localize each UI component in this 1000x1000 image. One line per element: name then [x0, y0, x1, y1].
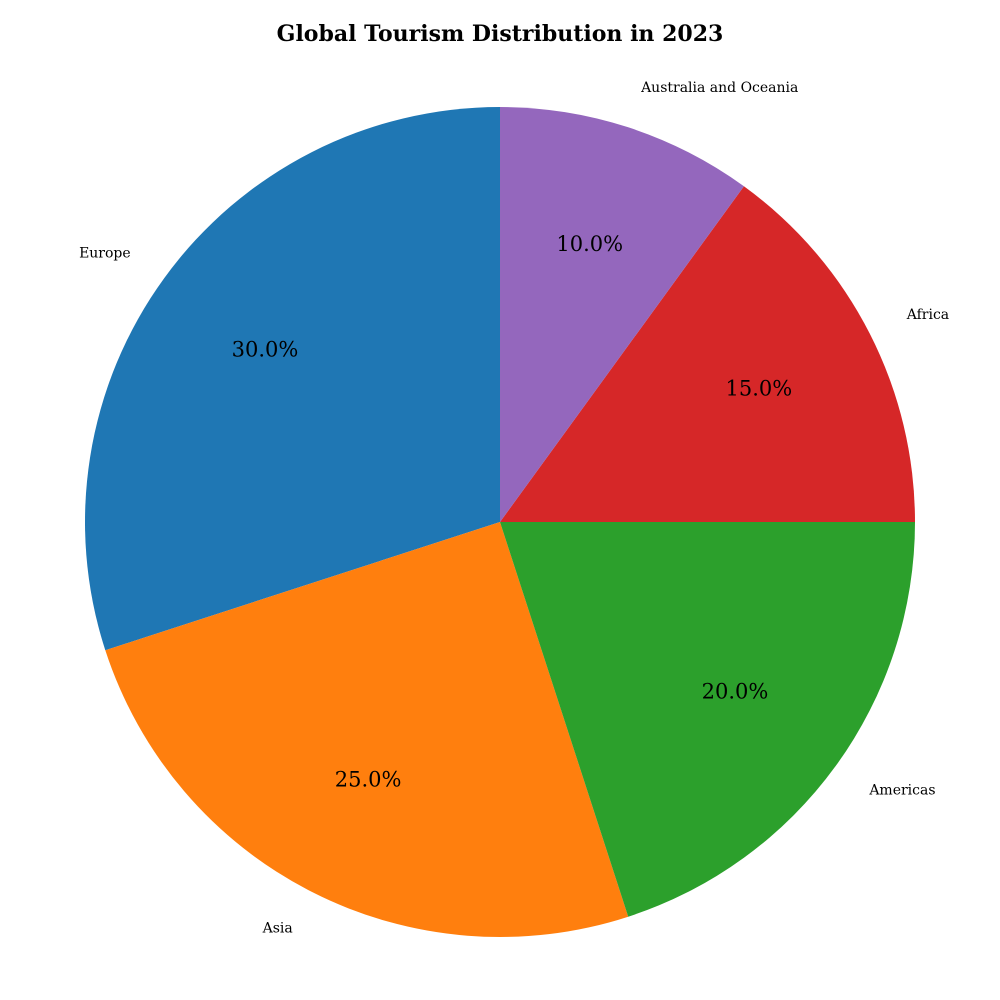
slice-label-europe: Europe: [79, 246, 131, 262]
pie-slice-africa: [500, 186, 915, 523]
slice-label-australia-and-oceania: Australia and Oceania: [640, 80, 798, 96]
percent-label-asia: 25.0%: [335, 767, 402, 791]
percent-label-africa: 15.0%: [725, 377, 792, 401]
pie-labels: Europe 30.0% Asia 25.0% Americas 20.0% Africa 1…: [79, 80, 949, 937]
percent-label-europe: 30.0%: [232, 338, 299, 362]
percent-label-australia-and-oceania: 10.0%: [556, 232, 623, 256]
pie-slice-asia: [105, 522, 629, 937]
slice-label-africa: Africa: [906, 307, 949, 323]
pie-slice-europe: [84, 107, 500, 651]
pie-slice-australia-and-oceania: [500, 107, 744, 522]
slice-label-asia: Asia: [262, 921, 293, 937]
pie-slice-americas: [500, 522, 915, 917]
percent-label-americas: 20.0%: [702, 679, 769, 703]
slice-label-americas: Americas: [868, 782, 935, 798]
chart-title: Global Tourism Distribution in 2023: [277, 21, 724, 47]
pie-slices: [84, 107, 915, 937]
